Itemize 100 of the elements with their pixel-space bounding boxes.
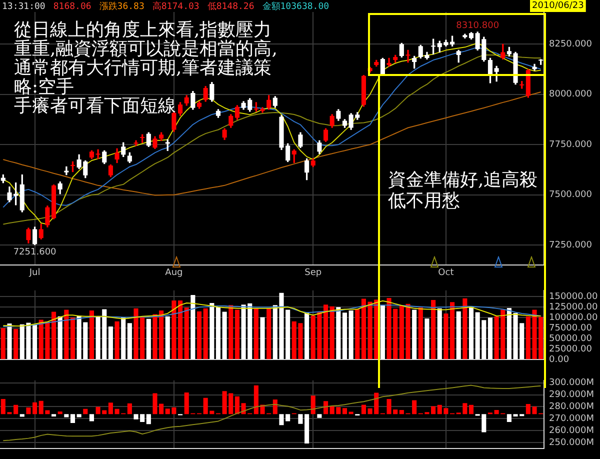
y-tick-label: 8000.000 [549,90,592,100]
bar [196,311,202,360]
annotation: 8310.800 [456,20,500,31]
text: 2010/06/23 [532,0,584,11]
bar [380,305,385,360]
annotation: 從日線上的角度上來看,指數壓力重重,融資浮額可以說是相當的高,通常都有大行情可期,筆者建議策略:空手 [14,20,278,98]
bar [216,307,221,360]
bar [348,310,354,360]
bar [342,312,348,360]
bar [146,318,151,360]
y-tick-label: 7750.000 [549,140,592,150]
y-tick-label: 290.000M [549,390,594,400]
bar [121,317,126,360]
y-tick-label: 7250.000 [549,240,592,250]
bar [108,326,113,360]
bar [266,308,272,360]
bar [14,328,18,360]
x-tick-label: Aug [165,268,183,278]
bar [7,324,12,360]
bar [58,316,62,360]
y-tick-label: 125000.00 [549,302,598,313]
bar [190,295,196,360]
bar [310,396,316,414]
bar [456,311,461,360]
bar [114,321,120,360]
bar [361,404,366,414]
bar [127,403,132,414]
bar [488,318,493,360]
bar [418,308,423,360]
bar [424,318,430,360]
y-tick-label: 50000.00 [549,334,592,344]
bar [76,414,82,418]
annotation: 手癢者可看下面短線 [14,96,176,117]
bar [298,414,303,424]
annotation: 7251.600 [13,248,57,258]
bar [506,308,512,360]
y-tick-label: 270.000M [549,414,594,424]
bar [234,396,240,414]
bar [172,300,176,360]
x-tick-label: Jul [28,268,40,278]
y-tick-label: 75000.00 [549,323,592,334]
bar [32,402,38,414]
bar [26,408,31,414]
bar [64,310,69,360]
bar [32,324,38,360]
bar [468,404,474,414]
chart-subtitle: 13:31:00 8168.06 漲跌36.83 高8174.03 低8148.26 金額103638.00 [2,2,330,12]
y-tick-label: 8250.000 [549,39,592,50]
bar [127,323,132,360]
bar [178,300,183,360]
bar [317,414,322,418]
bar [450,302,455,360]
bar [437,308,442,360]
bar [304,312,310,360]
bar [89,310,94,360]
bar [444,313,448,360]
bar [468,306,474,360]
bar [51,414,56,417]
bar [330,306,334,360]
bar [234,310,240,360]
bar [254,308,258,360]
y-tick-label: 100000.00 [549,313,598,324]
x-tick-label: Sep [304,268,322,278]
bar [165,316,170,360]
bar [203,308,208,360]
y-tick-label: 300.000M [549,378,594,388]
bar [260,317,265,360]
bar [361,298,366,360]
bar [342,408,348,414]
x-tick-label: Oct [438,268,454,278]
y-tick-label: 25000.00 [549,344,592,354]
bar [210,302,214,360]
y-tick-label: 150000.00 [549,292,598,302]
bar [222,312,227,360]
bar [58,412,62,414]
bar [431,300,436,360]
bar [412,310,417,360]
bar [228,305,234,360]
y-tick-label: 280.000M [549,402,594,412]
bar [348,412,354,414]
bar [0,328,6,360]
bar [304,414,310,444]
bar [64,414,69,418]
bar [184,308,189,360]
bar [355,309,360,360]
bar [462,298,468,360]
bar [336,307,341,360]
y-tick-label: 7500.000 [549,190,592,200]
bar [51,312,56,360]
y-tick-label: 260.000M [549,426,594,436]
bar [272,400,278,414]
bar [323,304,328,360]
bar [83,408,88,414]
annotation: 資金準備好,追高殺低不用愁 [388,170,538,212]
y-tick-label: 0.00 [549,354,570,365]
bar [323,401,328,414]
y-tick-label: 250.000M [549,438,594,448]
bar [20,414,24,417]
bar [506,414,512,422]
bar [70,414,76,423]
